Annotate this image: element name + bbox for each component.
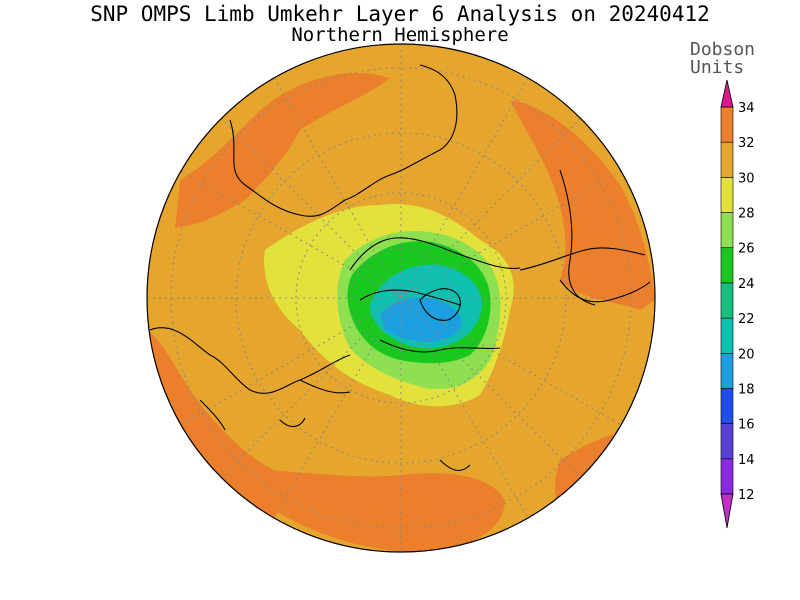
colorbar-tick-label: 18: [738, 382, 755, 397]
colorbar-tick-label: 32: [738, 136, 755, 151]
graticule: [147, 44, 655, 552]
polar-map: [147, 44, 655, 552]
colorbar-tick-label: 16: [738, 418, 755, 433]
colorbar-segment-12-14: [720, 458, 734, 495]
units-label-line1: Dobson: [690, 39, 756, 60]
colorbar-tick-label: 22: [738, 312, 755, 327]
colorbar-segment-16-18: [720, 388, 734, 424]
colorbar-tick-label: 14: [738, 453, 755, 468]
contour-30-s: [250, 470, 505, 552]
colorbar-segment-20-22: [720, 317, 734, 354]
colorbar-tick-label: 12: [738, 488, 755, 503]
colorbar-over-arrow: [720, 79, 734, 108]
coastlines: [149, 64, 651, 471]
colorbar: 12 14 16 18 20 22 24 26 28 30 32 34: [720, 79, 755, 529]
colorbar-segment-18-20: [720, 352, 734, 389]
map-border: [146, 43, 656, 553]
colorbar-tick-label: 30: [738, 171, 755, 186]
colorbar-segment-32-34: [720, 106, 734, 143]
colorbar-segment-14-16: [720, 423, 734, 460]
colorbar-segment-24-26: [720, 247, 734, 284]
colorbar-tick-label: 20: [738, 347, 755, 362]
units-label-line2: Units: [690, 57, 745, 78]
chart-title: SNP OMPS Limb Umkehr Layer 6 Analysis on…: [90, 2, 710, 26]
colorbar-tick-label: 24: [738, 277, 755, 292]
chart-subtitle: Northern Hemisphere: [291, 24, 509, 46]
colorbar-segment-30-32: [720, 141, 734, 178]
colorbar-tick-label: 34: [738, 101, 755, 116]
colorbar-segment-26-28: [720, 212, 734, 249]
colorbar-under-arrow: [720, 493, 734, 529]
colorbar-segment-28-30: [720, 177, 734, 213]
contour-30-nw: [175, 73, 390, 228]
colorbar-tick-label: 26: [738, 242, 755, 257]
colorbar-segment-22-24: [720, 282, 734, 319]
colorbar-tick-label: 28: [738, 207, 755, 222]
